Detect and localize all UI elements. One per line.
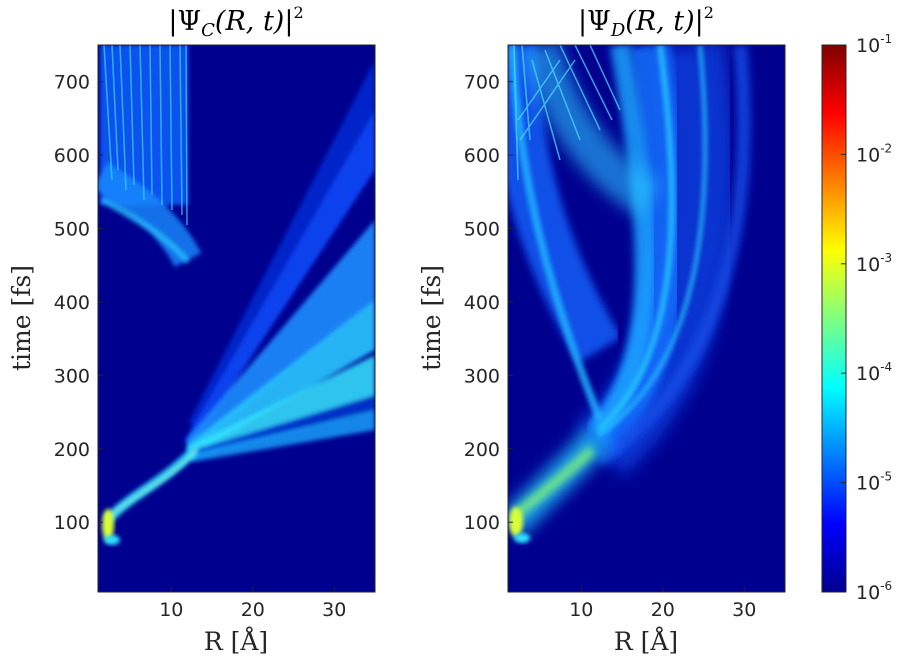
colorbar-tick-label: 10-4 <box>856 360 892 385</box>
panel-d: |ΨD(R, t)|2 <box>417 3 786 656</box>
y-tick-label-c: 100 <box>54 512 90 534</box>
x-tick-label-c: 30 <box>322 599 346 621</box>
ylabel-c: time [fs] <box>7 265 36 371</box>
fan-bands-c <box>185 60 375 462</box>
y-tick-label-c: 200 <box>54 439 90 461</box>
colorbar-tick-label: 10-3 <box>856 251 892 276</box>
y-tick-label-d: 700 <box>464 72 500 94</box>
colorbar-ticks: 10-1 10-2 10-3 10-4 10-5 10-6 <box>841 32 892 604</box>
initial-packet-d <box>509 507 523 537</box>
curved-bands-d <box>576 45 751 477</box>
axis-d: 10 20 30 100 200 300 400 500 600 700 <box>464 72 757 621</box>
x-tick-label-d: 30 <box>732 599 756 621</box>
ylabel-d: time [fs] <box>417 265 446 371</box>
xlabel-d: R [Å] <box>614 626 678 656</box>
panel-c: |ΨC(R, t)|2 <box>7 3 376 656</box>
y-tick-label-c: 700 <box>54 72 90 94</box>
y-tick-label-d: 300 <box>464 365 500 387</box>
colorbar-tick-label: 10-5 <box>856 470 892 495</box>
colorbar: 10-1 10-2 10-3 10-4 10-5 10-6 <box>821 32 892 604</box>
y-tick-label-d: 200 <box>464 439 500 461</box>
colorbar-ramp <box>821 44 847 593</box>
panel-c-title: |ΨC(R, t)|2 <box>168 3 303 41</box>
colorbar-tick-label: 10-1 <box>856 32 892 57</box>
x-tick-label-d: 10 <box>569 599 593 621</box>
y-tick-label-d: 600 <box>464 145 500 167</box>
colorbar-tick-label: 10-6 <box>856 579 892 604</box>
y-tick-label-c: 600 <box>54 145 90 167</box>
y-tick-label-c: 300 <box>54 365 90 387</box>
axis-c: 10 20 30 100 200 300 400 500 600 700 <box>54 72 347 621</box>
y-tick-label-c: 500 <box>54 219 90 241</box>
y-tick-label-d: 100 <box>464 512 500 534</box>
interference-streaks-c <box>103 45 188 226</box>
x-tick-label-c: 20 <box>241 599 265 621</box>
xlabel-c: R [Å] <box>204 626 268 656</box>
axes-frame-d <box>507 44 786 593</box>
axes-frame-c <box>97 44 376 593</box>
initial-packet-c <box>102 509 114 541</box>
interference-streaks-d <box>513 45 621 181</box>
x-tick-label-c: 10 <box>159 599 183 621</box>
x-tick-label-d: 20 <box>651 599 675 621</box>
heatmap-d <box>508 45 785 592</box>
y-tick-label-d: 500 <box>464 219 500 241</box>
colorbar-tick-label: 10-2 <box>856 141 892 166</box>
y-tick-label-d: 400 <box>464 292 500 314</box>
panel-d-title: |ΨD(R, t)|2 <box>578 3 714 41</box>
interference-d <box>508 45 661 422</box>
heatmap-c <box>98 45 375 592</box>
interference-c <box>98 45 202 268</box>
y-tick-label-c: 400 <box>54 292 90 314</box>
